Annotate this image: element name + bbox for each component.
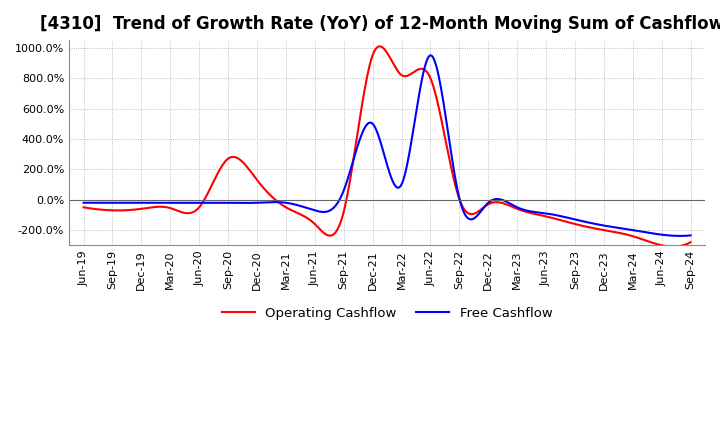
Operating Cashflow <box>367 55 376 60</box>
Operating Cashflow <box>79 205 88 210</box>
Free Cashflow <box>367 121 376 126</box>
Free Cashflow <box>686 233 695 238</box>
Title: [4310]  Trend of Growth Rate (YoY) of 12-Month Moving Sum of Cashflows: [4310] Trend of Growth Rate (YoY) of 12-… <box>40 15 720 33</box>
Line: Operating Cashflow: Operating Cashflow <box>84 46 690 247</box>
Free Cashflow <box>79 200 88 205</box>
Free Cashflow <box>426 53 435 58</box>
Legend: Operating Cashflow, Free Cashflow: Operating Cashflow, Free Cashflow <box>216 301 558 325</box>
Free Cashflow <box>578 219 587 224</box>
Operating Cashflow <box>578 223 587 228</box>
Operating Cashflow <box>375 44 384 49</box>
Free Cashflow <box>673 233 682 238</box>
Line: Free Cashflow: Free Cashflow <box>84 55 690 236</box>
Free Cashflow <box>408 135 416 140</box>
Operating Cashflow <box>442 140 451 145</box>
Free Cashflow <box>442 117 451 122</box>
Operating Cashflow <box>686 240 695 245</box>
Operating Cashflow <box>674 244 683 249</box>
Operating Cashflow <box>669 244 678 249</box>
Operating Cashflow <box>409 70 418 75</box>
Free Cashflow <box>677 233 685 238</box>
Operating Cashflow <box>372 47 380 52</box>
Free Cashflow <box>372 125 380 131</box>
